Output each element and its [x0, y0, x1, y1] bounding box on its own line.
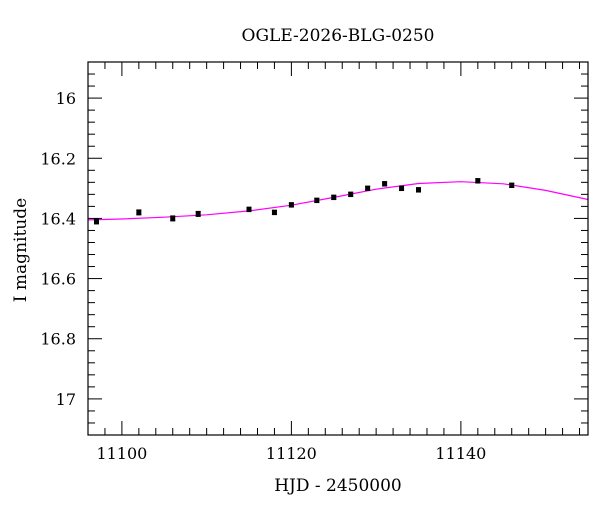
- data-point: [246, 206, 252, 212]
- data-point: [331, 194, 337, 200]
- y-tick-label: 16.4: [40, 209, 76, 228]
- y-axis-label: I magnitude: [11, 198, 31, 302]
- x-tick-label: 11100: [96, 444, 147, 463]
- data-point: [365, 185, 371, 191]
- y-tick-label: 17: [56, 390, 76, 409]
- x-tick-label: 11120: [266, 444, 317, 463]
- y-tick-label: 16.2: [40, 149, 76, 168]
- y-tick-label: 16: [56, 89, 76, 108]
- data-point: [399, 185, 405, 191]
- y-tick-label: 16.8: [40, 330, 76, 349]
- chart-title: OGLE-2026-BLG-0250: [242, 26, 435, 46]
- data-point: [170, 215, 176, 221]
- data-point: [509, 182, 515, 188]
- data-point: [416, 187, 422, 193]
- data-point: [271, 209, 277, 215]
- axis-tick-labels: 11100 11120 11140 16 16.2 16.4 16.6 16.8 17: [40, 89, 486, 463]
- data-point: [136, 209, 142, 215]
- data-points: [93, 178, 515, 225]
- y-tick-label: 16.6: [40, 270, 76, 289]
- data-point: [314, 197, 320, 203]
- data-point: [288, 202, 294, 208]
- x-axis-label: HJD - 2450000: [274, 476, 402, 496]
- data-point: [382, 181, 388, 187]
- data-point: [348, 191, 354, 197]
- plot-frame: [87, 61, 589, 436]
- data-point: [93, 218, 99, 224]
- data-point: [475, 178, 481, 184]
- data-point: [195, 211, 201, 217]
- x-tick-label: 11140: [435, 444, 486, 463]
- axis-ticks: [87, 61, 588, 436]
